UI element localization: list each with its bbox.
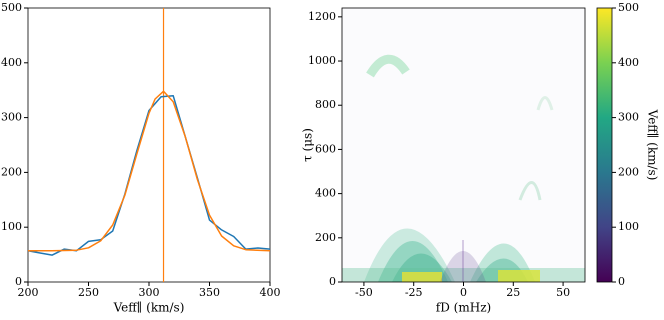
colorbar [597, 8, 612, 282]
x-tick-label: -50 [355, 286, 373, 299]
y-tick-label: 100 [1, 220, 22, 233]
y-tick-label: 400 [315, 187, 336, 200]
x-tick-label: 0 [460, 286, 467, 299]
x-axis-label: Veff∥ (km/s) [113, 301, 185, 315]
x-tick-label: 300 [139, 286, 160, 299]
x-tick-label: 400 [260, 286, 281, 299]
y-tick-label: 1000 [308, 54, 336, 67]
y-tick-label: 0 [329, 275, 336, 288]
y-tick-label: 800 [315, 98, 336, 111]
x-tick-label: 50 [556, 286, 570, 299]
data-line [27, 94, 271, 256]
y-tick-label: 200 [315, 231, 336, 244]
y-tick-label: 0 [15, 275, 22, 288]
data-line [28, 90, 271, 252]
x-axis-label: fD (mHz) [436, 301, 491, 315]
x-tick-label: 200 [18, 286, 39, 299]
colorbar-label: Veff∥ (km/s) [646, 109, 660, 181]
y-tick-label: 1200 [308, 10, 336, 23]
x-tick-label: -25 [405, 286, 423, 299]
y-tick-label: 200 [1, 165, 22, 178]
y-tick-label: 400 [1, 56, 22, 69]
x-tick-label: 250 [78, 286, 99, 299]
x-tick-label: 350 [199, 286, 220, 299]
spectrum-image [342, 8, 585, 282]
colorbar-tick-label: 100 [618, 220, 639, 233]
y-tick-label: 500 [1, 1, 22, 14]
colorbar-tick-label: 0 [618, 275, 625, 288]
plot-frame [27, 7, 271, 283]
plot-frame [341, 7, 586, 283]
y-tick-label: 600 [315, 142, 336, 155]
colorbar-tick-label: 400 [618, 56, 639, 69]
colorbar-frame [596, 7, 613, 283]
y-tick-label: 300 [1, 111, 22, 124]
colorbar-tick-label: 500 [618, 1, 639, 14]
colorbar-tick-label: 200 [618, 165, 639, 178]
y-axis-label: τ (μs) [301, 128, 315, 162]
colorbar-tick-label: 300 [618, 111, 639, 124]
x-tick-label: 25 [506, 286, 520, 299]
